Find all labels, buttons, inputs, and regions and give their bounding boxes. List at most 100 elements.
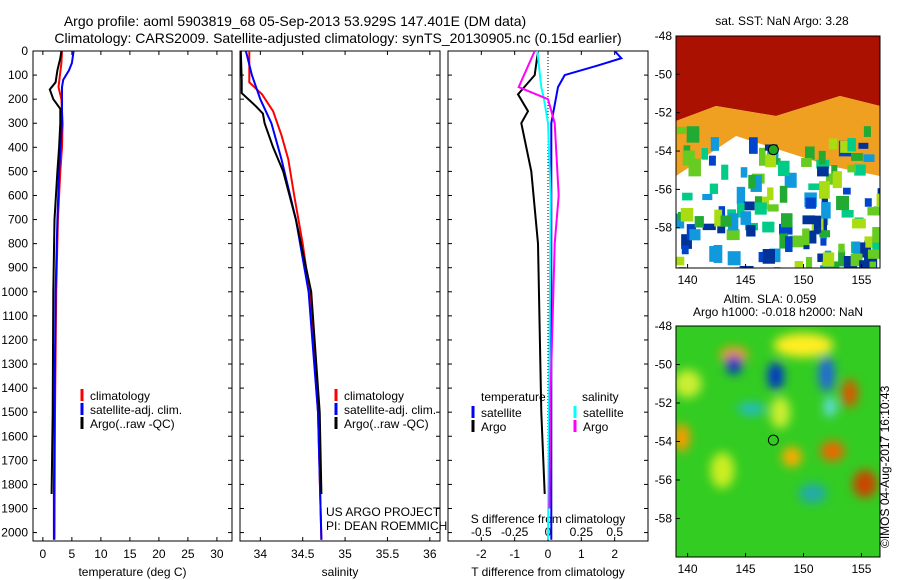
sst-pixel: [864, 198, 872, 207]
lon-tick-label: 140: [678, 562, 698, 576]
sst-pixel: [858, 142, 869, 149]
depth-tick-label: 200: [8, 92, 28, 106]
sst-pixel: [805, 256, 813, 268]
sst-pixel: [777, 160, 790, 177]
sla-anomaly: [781, 446, 802, 467]
argo-location-marker: [767, 434, 779, 446]
depth-tick-label: 300: [8, 116, 28, 130]
depth-tick-label: 800: [8, 237, 28, 251]
temperature-series-argo-raw-qc-: [48, 50, 63, 495]
legend-label: satellite-adj. clim.: [344, 403, 436, 417]
lat-tick-label: -52: [655, 396, 673, 410]
sst-pixel: [701, 147, 709, 160]
depth-tick-label: 500: [8, 164, 28, 178]
sst-pixel: [713, 244, 723, 263]
sst-pixel: [808, 183, 820, 191]
sst-map-title: sat. SST: NaN Argo: 3.28: [715, 14, 849, 28]
sst-pixel: [838, 243, 845, 253]
sst-pixel: [847, 164, 856, 173]
depth-tick-label: 1500: [1, 405, 28, 419]
sst-pixel: [708, 155, 716, 166]
sst-pixel: [838, 250, 846, 267]
depth-tick-label: 900: [8, 261, 28, 275]
lon-tick-label: 155: [851, 273, 871, 287]
legend-label: satellite: [481, 406, 522, 420]
s-tick-label: 0.25: [570, 525, 594, 539]
sst-pixel: [831, 165, 838, 175]
x-tick-label: 34: [254, 547, 268, 561]
sst-pixel: [739, 265, 754, 268]
sst-pixel: [702, 193, 713, 201]
sst-pixel: [867, 207, 879, 216]
sst-pixel: [863, 154, 875, 162]
sst-pixel: [780, 213, 793, 228]
salinity-series-argo-raw-qc-: [239, 50, 323, 495]
sst-pixel: [743, 201, 755, 211]
sst-pixel: [681, 234, 692, 249]
x-tick-label: 10: [94, 547, 108, 561]
sst-pixel: [758, 147, 766, 166]
sst-pixel: [779, 233, 789, 249]
sst-mid-region: [676, 96, 880, 176]
depth-tick-label: 1000: [1, 285, 28, 299]
s-tick-label: -0.5: [471, 525, 492, 539]
difference-series-temperature-argo: [516, 50, 546, 495]
sst-pixel: [784, 172, 797, 188]
depth-tick-label: 2000: [1, 526, 28, 540]
x-tick-label: 2: [611, 547, 618, 561]
sst-pixel: [863, 126, 871, 137]
depth-tick-label: 1600: [1, 429, 28, 443]
sst-pixel: [721, 164, 729, 180]
salinity-axes-box: [239, 50, 441, 542]
sst-pixel: [748, 137, 758, 154]
sst-pixel: [746, 224, 756, 237]
sst-pixel: [822, 252, 835, 267]
sst-pixel: [774, 158, 781, 165]
x-tick-label: -2: [476, 547, 487, 561]
sst-pixel: [686, 126, 700, 143]
depth-tick-label: 1300: [1, 357, 28, 371]
sla-anomaly: [770, 396, 791, 429]
sst-pixel: [762, 221, 775, 233]
sst-pixel: [710, 137, 719, 151]
lat-tick-label: -52: [655, 106, 673, 120]
difference-panel: -2 -1 0 1 2 T difference from climatology -0.5…: [447, 50, 649, 579]
sst-pixel: [832, 171, 842, 189]
lat-tick-label: -54: [655, 144, 673, 158]
x-tick-label: 0: [40, 547, 47, 561]
sla-anomaly: [852, 469, 877, 498]
lon-tick-label: 140: [678, 273, 698, 287]
legend-label: satellite-adj. clim.: [90, 403, 182, 417]
sst-pixel: [876, 193, 880, 206]
depth-tick-label: 1200: [1, 333, 28, 347]
lat-tick-label: -56: [655, 473, 673, 487]
x-tick-label: 30: [210, 547, 224, 561]
sst-pixel: [689, 229, 701, 241]
x-tick-label: 35: [338, 547, 352, 561]
sla-anomaly: [767, 362, 784, 391]
sst-pixel: [748, 174, 756, 189]
sst-pixel: [680, 208, 694, 222]
sla-anomaly: [798, 483, 827, 504]
sst-pixel: [682, 150, 695, 166]
legend-label: satellite: [583, 406, 624, 420]
sst-pixel: [727, 213, 739, 231]
project-label: US ARGO PROJECT: [326, 505, 441, 519]
sla-anomaly: [676, 369, 702, 398]
legend-label: climatology: [90, 389, 150, 403]
sst-pixel: [676, 213, 685, 229]
depth-tick-label: 0: [21, 44, 28, 58]
depth-tick-label: 100: [8, 68, 28, 82]
temperature-axes-box: [32, 50, 233, 542]
sst-pixel: [709, 183, 719, 194]
sst-pixel: [802, 215, 815, 225]
lat-tick-label: -58: [655, 221, 673, 235]
sst-pixel: [794, 261, 804, 268]
sst-pixel: [828, 138, 838, 150]
salinity-xlabel: salinity: [322, 565, 359, 579]
x-tick-label: -1: [509, 547, 520, 561]
sst-pixel: [872, 227, 880, 243]
sst-pixel: [765, 154, 777, 168]
sst-pixel: [740, 167, 748, 178]
sst-pixel: [847, 138, 856, 152]
